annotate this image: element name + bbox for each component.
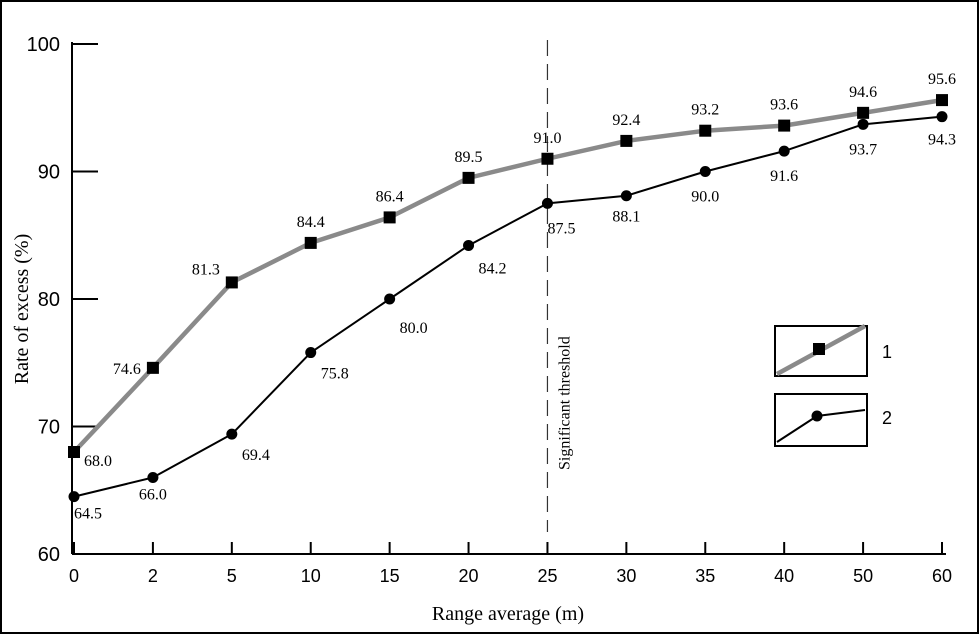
series-2-data-label-20: 84.2 — [479, 260, 507, 277]
series-2-point-0 — [68, 491, 80, 503]
series-1-point-35 — [699, 124, 712, 137]
series-2-point-10 — [305, 347, 317, 359]
legend-label-2: 2 — [882, 408, 892, 428]
series-2-point-35 — [699, 166, 711, 177]
series-1-point-5 — [225, 276, 238, 289]
y-tick-label-90: 90 — [38, 162, 60, 184]
data-labels-layer: 68.0 74.6 81.3 84.4 86.4 89.5 91.0 92.4 93.2 93.6… — [74, 71, 956, 523]
series-2-data-label-25: 87.5 — [547, 220, 575, 237]
x-tick-label-40: 40 — [774, 566, 794, 586]
series-2-data-label-0: 64.5 — [74, 506, 102, 523]
series-2-data-label-2: 66.0 — [139, 487, 167, 504]
series-1-data-label-5: 81.3 — [192, 261, 220, 278]
x-tick-label-35: 35 — [695, 566, 715, 586]
series-2-point-50 — [857, 118, 869, 130]
threshold-group: Significant threshold — [546, 40, 573, 532]
series-2-data-label-15: 80.0 — [400, 320, 428, 337]
series-2-point-5 — [226, 428, 238, 440]
legend-label-1: 1 — [882, 342, 892, 362]
legend: 12 — [774, 324, 892, 447]
x-tick-label-10: 10 — [301, 566, 321, 586]
series-1-data-label-25: 91.0 — [533, 130, 561, 147]
series-1-data-label-10: 84.4 — [297, 214, 325, 231]
series-2-data-label-40: 91.6 — [770, 168, 798, 185]
x-tick-label-30: 30 — [616, 566, 636, 586]
series-2-point-15 — [384, 293, 396, 305]
x-tick-label-2: 2 — [148, 566, 158, 586]
series-1-data-label-0: 68.0 — [84, 453, 112, 470]
series-1-point-25 — [541, 152, 554, 165]
series-1-data-label-50: 94.6 — [849, 84, 877, 101]
x-tick-label-60: 60 — [932, 566, 952, 586]
series-layer — [68, 94, 948, 503]
series-1-point-20 — [462, 171, 475, 184]
series-2-data-label-30: 88.1 — [612, 209, 640, 226]
x-tick-label-15: 15 — [380, 566, 400, 586]
series-2-point-2 — [147, 472, 159, 483]
series-1-data-label-20: 89.5 — [455, 149, 483, 166]
y-axis-title: Rate of excess (%) — [11, 234, 33, 385]
series-1-point-0 — [68, 446, 80, 458]
series-1-point-40 — [778, 119, 791, 132]
series-1-point-2 — [146, 361, 159, 374]
series-1-line — [72, 97, 943, 454]
significant-threshold-label: Significant threshold — [556, 336, 573, 470]
series-2-point-20 — [463, 239, 475, 251]
series-1-point-30 — [620, 134, 633, 147]
series-2-point-60 — [936, 111, 948, 123]
legend-marker-2 — [811, 410, 823, 422]
legend-marker-1 — [813, 343, 825, 355]
legend-box-2 — [774, 393, 868, 447]
y-tick-label-100: 100 — [27, 34, 60, 56]
series-2-data-label-35: 90.0 — [691, 189, 719, 206]
series-2-data-label-60: 94.3 — [928, 132, 956, 149]
series-1-data-label-30: 92.4 — [612, 112, 640, 129]
y-tick-label-70: 70 — [38, 417, 60, 439]
series-1-data-label-60: 95.6 — [928, 71, 956, 88]
x-axis-title: Range average (m) — [432, 603, 584, 625]
y-tick-label-80: 80 — [38, 289, 60, 311]
series-1-point-10 — [304, 236, 317, 249]
x-tick-label-50: 50 — [853, 566, 873, 586]
series-2-line — [73, 115, 943, 498]
x-tick-label-5: 5 — [227, 566, 237, 586]
series-1-point-15 — [383, 211, 396, 224]
series-1-point-50 — [857, 106, 870, 119]
series-1-data-label-15: 86.4 — [376, 188, 404, 205]
y-tick-label-60: 60 — [38, 544, 60, 566]
series-2-point-30 — [620, 190, 632, 202]
series-1-data-label-2: 74.6 — [113, 361, 141, 378]
series-1-data-label-40: 93.6 — [770, 97, 798, 114]
x-tick-label-25: 25 — [537, 566, 557, 586]
series-1-point-60 — [936, 94, 948, 107]
series-2-data-label-5: 69.4 — [242, 447, 270, 464]
series-1-data-label-35: 93.2 — [691, 102, 719, 119]
series-2-data-label-10: 75.8 — [321, 366, 349, 383]
series-2-point-40 — [778, 145, 790, 157]
series-2-data-label-50: 93.7 — [849, 141, 877, 158]
x-tick-label-0: 0 — [69, 566, 79, 586]
series-2-point-25 — [541, 197, 553, 209]
x-tick-label-20: 20 — [459, 566, 479, 586]
